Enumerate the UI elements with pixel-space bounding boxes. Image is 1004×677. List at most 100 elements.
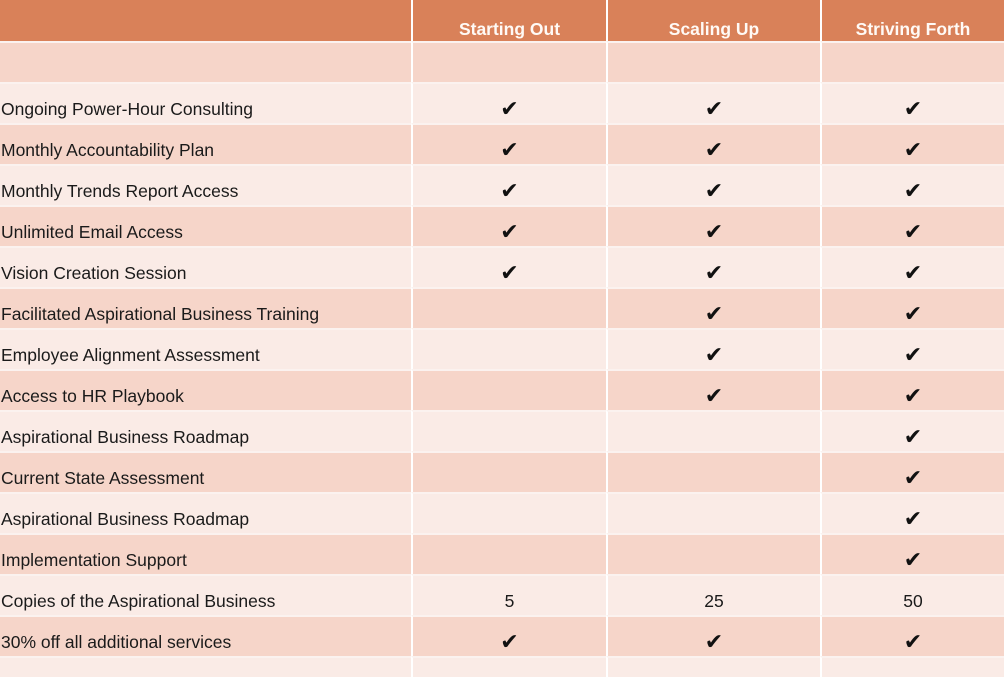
check-glyph: ✔ (903, 547, 923, 572)
feature-label: Monthly Accountability Plan (0, 123, 411, 164)
table-cell (606, 451, 820, 492)
checkmark-icon: ✔ (820, 328, 1004, 369)
feature-label: Employee Alignment Assessment (0, 328, 411, 369)
checkmark-icon: ✔ (820, 410, 1004, 451)
table-cell (606, 492, 820, 533)
check-glyph: ✔ (500, 137, 519, 162)
table-cell (606, 41, 820, 82)
table-cell (411, 328, 606, 369)
checkmark-icon: ✔ (820, 287, 1004, 328)
feature-label: Implementation Support (0, 533, 411, 574)
checkmark-icon: ✔ (820, 205, 1004, 246)
check-glyph: ✔ (704, 383, 724, 408)
feature-label (0, 656, 411, 677)
checkmark-icon: ✔ (606, 164, 820, 205)
cell-value: 50 (903, 591, 923, 611)
table-cell (820, 41, 1004, 82)
column-header-scaling-up: Scaling Up (606, 0, 820, 41)
checkmark-icon: ✔ (820, 451, 1004, 492)
checkmark-icon: ✔ (820, 123, 1004, 164)
check-glyph: ✔ (903, 96, 923, 121)
table-cell: 50 (820, 574, 1004, 615)
checkmark-icon: ✔ (820, 164, 1004, 205)
table-cell: 5 (411, 574, 606, 615)
check-glyph: ✔ (500, 219, 519, 244)
check-glyph: ✔ (704, 96, 724, 121)
feature-label: Ongoing Power-Hour Consulting (0, 82, 411, 123)
check-glyph: ✔ (903, 260, 923, 285)
feature-label: Current State Assessment (0, 451, 411, 492)
checkmark-icon: ✔ (820, 492, 1004, 533)
table-cell (411, 533, 606, 574)
check-glyph: ✔ (903, 465, 923, 490)
column-header-starting-out: Starting Out (411, 0, 606, 41)
table-cell (411, 410, 606, 451)
table-cell (411, 369, 606, 410)
feature-label: 30% off all additional services (0, 615, 411, 656)
check-glyph: ✔ (704, 301, 724, 326)
check-glyph: ✔ (704, 219, 724, 244)
table-cell (606, 410, 820, 451)
cell-value: 5 (504, 591, 515, 611)
check-glyph: ✔ (903, 629, 923, 654)
checkmark-icon: ✔ (820, 369, 1004, 410)
checkmark-icon: ✔ (411, 246, 606, 287)
checkmark-icon: ✔ (820, 615, 1004, 656)
checkmark-icon: ✔ (606, 205, 820, 246)
table-cell (820, 656, 1004, 677)
check-glyph: ✔ (704, 178, 724, 203)
checkmark-icon: ✔ (411, 205, 606, 246)
checkmark-icon: ✔ (411, 615, 606, 656)
feature-label (0, 41, 411, 82)
check-glyph: ✔ (704, 137, 724, 162)
table-cell (606, 533, 820, 574)
check-glyph: ✔ (903, 137, 923, 162)
table-cell (411, 492, 606, 533)
feature-label: Aspirational Business Roadmap (0, 410, 411, 451)
cell-value: 25 (704, 591, 724, 611)
check-glyph: ✔ (704, 342, 724, 367)
checkmark-icon: ✔ (606, 615, 820, 656)
feature-label: Vision Creation Session (0, 246, 411, 287)
checkmark-icon: ✔ (606, 328, 820, 369)
check-glyph: ✔ (903, 424, 923, 449)
checkmark-icon: ✔ (606, 82, 820, 123)
checkmark-icon: ✔ (820, 82, 1004, 123)
checkmark-icon: ✔ (411, 164, 606, 205)
check-glyph: ✔ (500, 629, 519, 654)
checkmark-icon: ✔ (411, 82, 606, 123)
check-glyph: ✔ (903, 219, 923, 244)
check-glyph: ✔ (500, 96, 519, 121)
check-glyph: ✔ (903, 178, 923, 203)
check-glyph: ✔ (903, 301, 923, 326)
check-glyph: ✔ (903, 342, 923, 367)
checkmark-icon: ✔ (606, 246, 820, 287)
header-corner-cell (0, 0, 411, 41)
checkmark-icon: ✔ (606, 287, 820, 328)
check-glyph: ✔ (500, 178, 519, 203)
table-cell (606, 656, 820, 677)
checkmark-icon: ✔ (606, 123, 820, 164)
checkmark-icon: ✔ (606, 369, 820, 410)
check-glyph: ✔ (704, 629, 724, 654)
feature-label: Facilitated Aspirational Business Traini… (0, 287, 411, 328)
checkmark-icon: ✔ (820, 246, 1004, 287)
check-glyph: ✔ (903, 506, 923, 531)
table-cell: 25 (606, 574, 820, 615)
feature-label: Access to HR Playbook (0, 369, 411, 410)
table-cell (411, 287, 606, 328)
feature-label: Copies of the Aspirational Business (0, 574, 411, 615)
check-glyph: ✔ (704, 260, 724, 285)
checkmark-icon: ✔ (411, 123, 606, 164)
check-glyph: ✔ (903, 383, 923, 408)
table-cell (411, 656, 606, 677)
table-cell (411, 41, 606, 82)
checkmark-icon: ✔ (820, 533, 1004, 574)
table-cell (411, 451, 606, 492)
feature-label: Aspirational Business Roadmap (0, 492, 411, 533)
feature-label: Monthly Trends Report Access (0, 164, 411, 205)
column-header-striving-forth: Striving Forth (820, 0, 1004, 41)
check-glyph: ✔ (500, 260, 519, 285)
feature-label: Unlimited Email Access (0, 205, 411, 246)
